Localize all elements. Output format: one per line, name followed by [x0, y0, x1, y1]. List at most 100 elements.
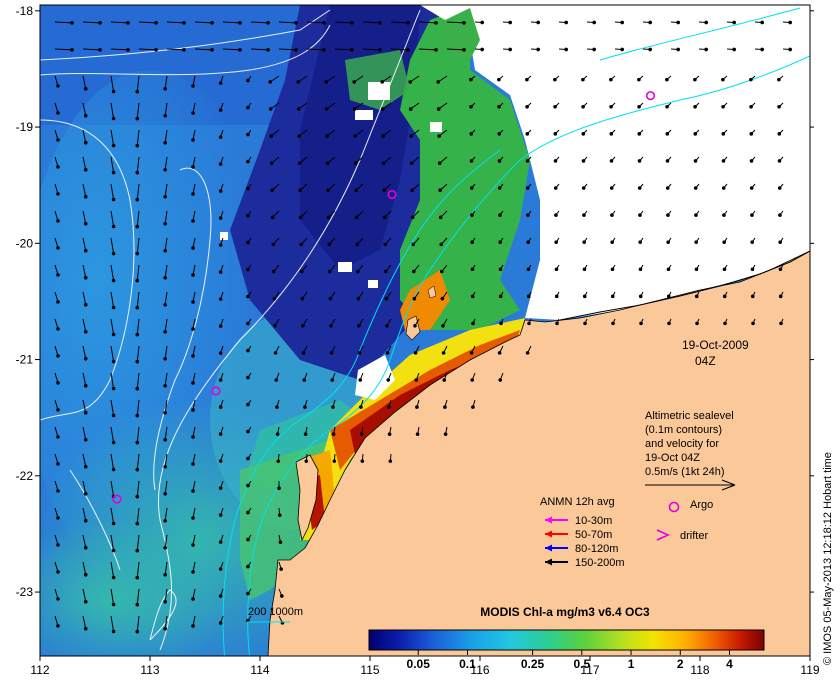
velocity-arrow-head: [637, 159, 642, 163]
velocity-arrow-head: [666, 240, 670, 244]
velocity-arrow: [110, 399, 115, 416]
velocity-arrow: [136, 507, 140, 524]
colorbar: MODIS Chl-a mg/m3 v6.4 OC3 0.05 0.1 0.25 0.…: [368, 605, 765, 671]
velocity-arrow-head: [135, 467, 140, 472]
drifter-legend-icon: [656, 529, 670, 541]
velocity-arrow-head: [470, 240, 474, 244]
velocity-arrow-head: [778, 267, 783, 272]
velocity-arrow-head: [246, 321, 250, 326]
velocity-arrow-head: [269, 161, 274, 165]
argo-legend-icon: [668, 501, 680, 513]
velocity-arrow: [110, 156, 115, 173]
velocity-arrow-head: [382, 188, 386, 193]
velocity-arrow-head: [218, 378, 223, 382]
velocity-arrow-head: [191, 219, 195, 223]
colorbar-tick-label: 2: [677, 657, 684, 671]
velocity-arrow-head: [191, 543, 195, 547]
velocity-arrow: [136, 426, 140, 443]
velocity-arrow: [362, 21, 381, 24]
velocity-arrow: [362, 48, 381, 51]
velocity-arrow-head: [469, 186, 474, 190]
lat-tick-label: -20: [16, 236, 34, 250]
velocity-arrow-head: [218, 162, 223, 166]
velocity-arrow: [446, 48, 465, 51]
velocity-arrow-head: [437, 134, 441, 138]
lon-tick-label: 119: [800, 663, 819, 677]
velocity-arrow-head: [384, 296, 389, 301]
velocity-arrow: [82, 102, 87, 116]
velocity-arrow-head: [246, 402, 250, 407]
velocity-arrow: [82, 399, 87, 413]
velocity-arrow-head: [378, 21, 382, 25]
velocity-arrow-head: [56, 84, 60, 88]
date-label: 19-Oct-2009: [682, 338, 749, 352]
velocity-arrow: [82, 534, 87, 548]
velocity-arrow: [390, 21, 409, 24]
velocity-arrow: [110, 480, 115, 497]
velocity-arrow-head: [163, 626, 167, 631]
velocity-arrow: [250, 21, 269, 24]
legend-arrow-head: [545, 544, 552, 552]
velocity-arrow: [418, 48, 437, 51]
velocity-arrow: [110, 75, 115, 92]
velocity-arrow: [82, 291, 87, 305]
velocity-arrow: [390, 48, 409, 51]
velocity-arrow: [110, 48, 129, 51]
velocity-arrow-head: [329, 351, 334, 355]
velocity-arrow: [110, 291, 115, 308]
velocity-arrow-head: [470, 294, 475, 299]
velocity-arrow-head: [411, 242, 416, 247]
velocity-arrow-head: [111, 602, 116, 607]
velocity-arrow: [82, 453, 87, 467]
velocity-arrow-head: [210, 48, 214, 52]
velocity-arrow-head: [381, 161, 386, 165]
velocity-arrow-head: [218, 270, 223, 274]
velocity-arrow-head: [352, 80, 357, 84]
velocity-arrow-head: [246, 159, 250, 164]
velocity-arrow-head: [526, 240, 530, 244]
velocity-arrow-head: [163, 194, 167, 199]
velocity-arrow-head: [83, 167, 88, 172]
velocity-arrow-head: [383, 242, 388, 247]
velocity-arrow-head: [275, 432, 280, 436]
velocity-arrow-head: [300, 296, 305, 301]
velocity-arrow: [110, 507, 115, 524]
altimetry-note-line-4: 19-Oct 04Z: [645, 452, 700, 464]
velocity-arrow-head: [218, 351, 223, 355]
velocity-arrow-head: [163, 599, 167, 604]
velocity-arrow: [164, 183, 168, 197]
velocity-arrow-head: [135, 629, 140, 634]
velocity-arrow-head: [111, 89, 116, 94]
velocity-arrow: [164, 480, 168, 494]
velocity-arrow: [110, 183, 115, 200]
velocity-arrow-head: [471, 405, 475, 409]
velocity-arrow: [82, 426, 87, 440]
velocity-arrow: [110, 21, 129, 24]
velocity-arrow-head: [322, 21, 326, 25]
velocity-arrow-head: [581, 186, 586, 190]
velocity-arrow-head: [581, 132, 586, 136]
velocity-arrow-head: [704, 20, 708, 25]
velocity-arrow-head: [294, 48, 298, 52]
velocity-arrow-head: [238, 48, 242, 52]
sealevel-contours: [40, 9, 791, 651]
velocity-arrow-head: [56, 192, 60, 196]
velocity-arrow-head: [111, 278, 116, 283]
velocity-arrow-head: [56, 462, 60, 466]
velocity-arrow-head: [83, 221, 88, 226]
velocity-arrow-head: [111, 332, 116, 337]
map-area: [40, 5, 810, 656]
velocity-arrow-head: [111, 413, 116, 418]
velocity-arrow-head: [218, 189, 223, 193]
argo-legend-label: Argo: [690, 499, 713, 511]
velocity-arrow-head: [218, 81, 223, 85]
velocity-arrow-head: [381, 134, 385, 138]
land-exmouth-peninsula: [295, 454, 319, 542]
velocity-arrow-head: [665, 77, 669, 82]
velocity-arrow-head: [440, 296, 445, 301]
velocity-arrow-head: [269, 134, 273, 138]
velocity-arrow-head: [98, 21, 102, 25]
velocity-arrow: [110, 453, 115, 470]
velocity-arrow-head: [469, 77, 473, 82]
velocity-arrow: [138, 48, 157, 51]
